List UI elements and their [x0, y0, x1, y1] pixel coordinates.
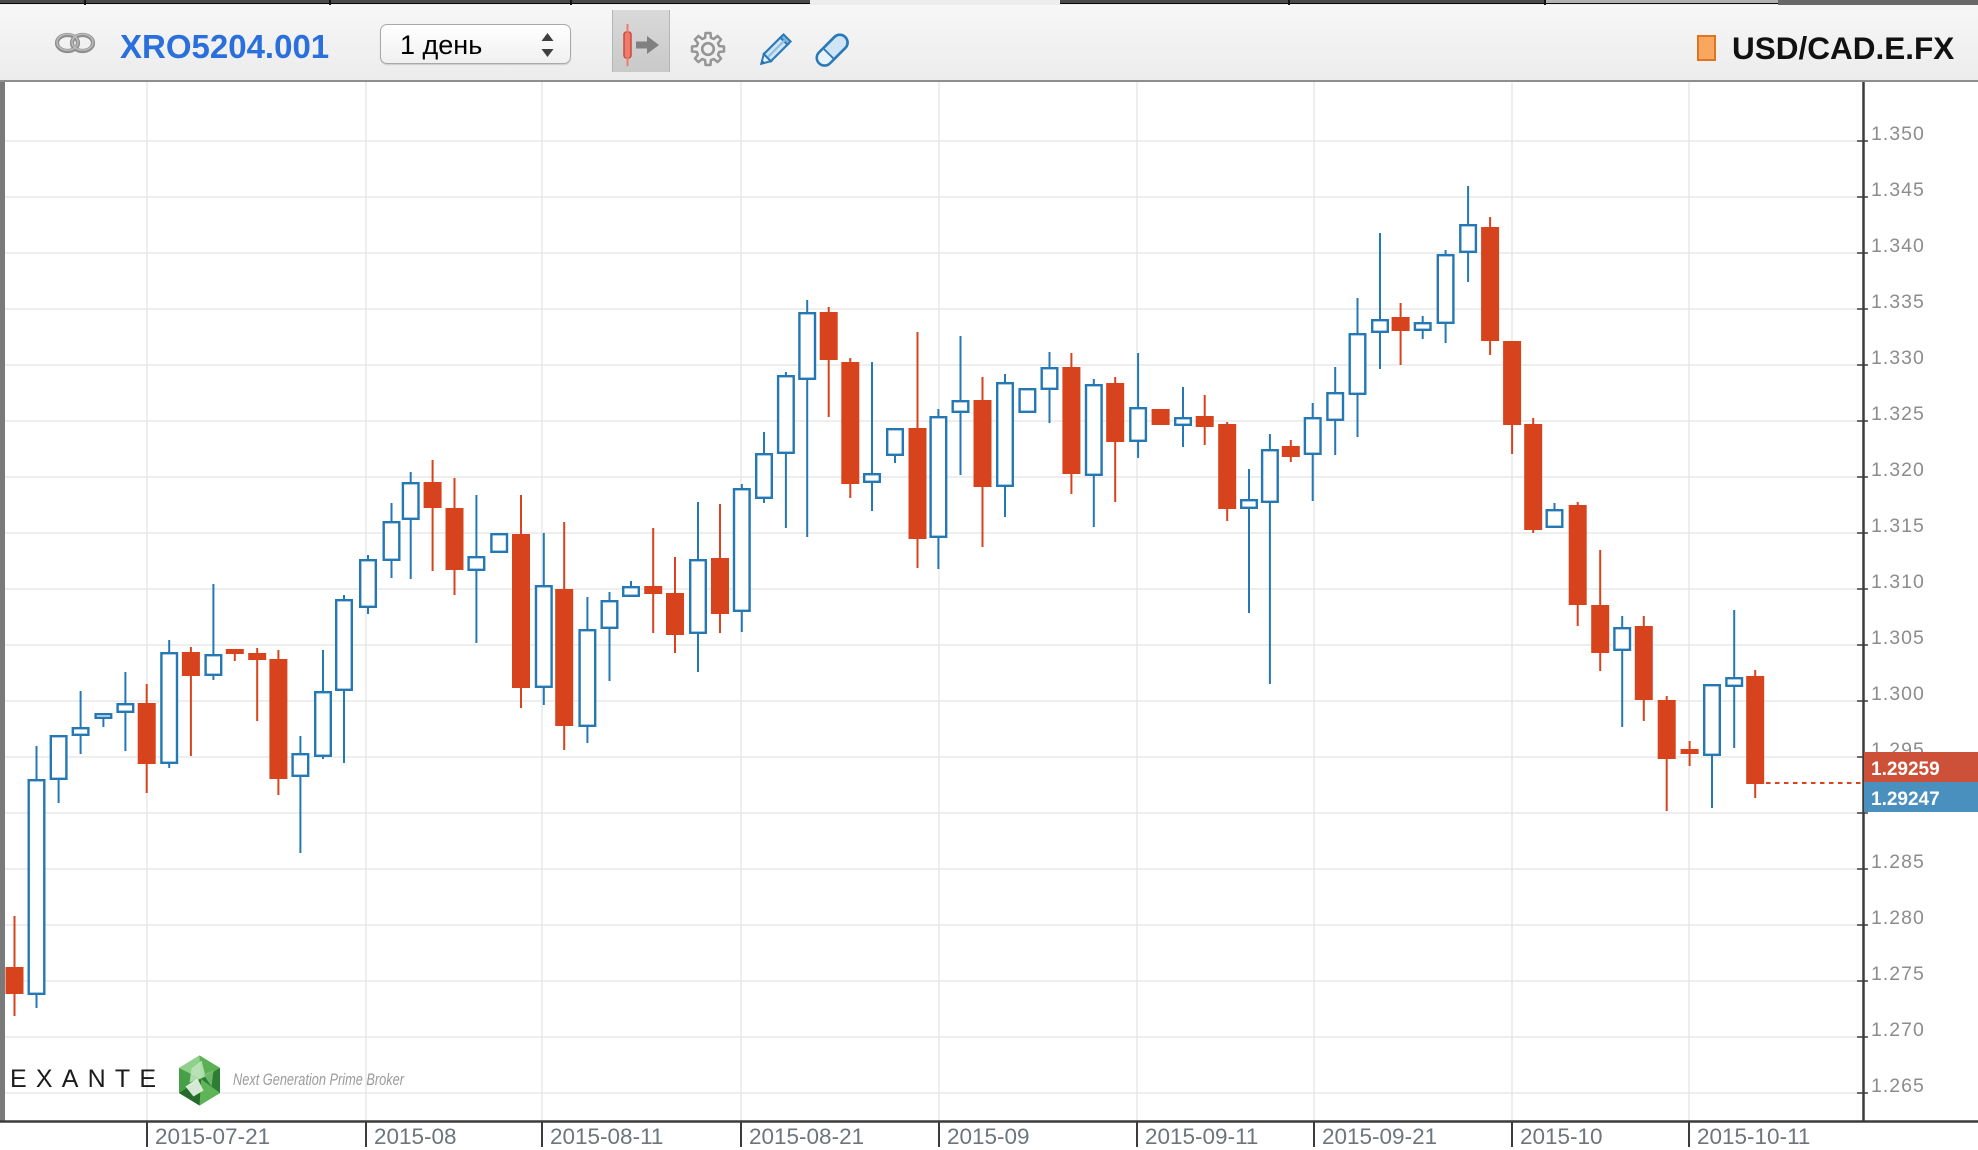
svg-text:2015-09-21: 2015-09-21: [1322, 1124, 1437, 1149]
svg-text:1.315: 1.315: [1871, 515, 1925, 537]
svg-text:2015-08-11: 2015-08-11: [550, 1124, 663, 1149]
svg-text:1.29259: 1.29259: [1871, 759, 1940, 780]
svg-text:1.270: 1.270: [1871, 1019, 1925, 1041]
svg-text:1.335: 1.335: [1871, 291, 1925, 313]
svg-text:1.350: 1.350: [1871, 123, 1925, 145]
svg-text:2015-10: 2015-10: [1520, 1124, 1603, 1149]
svg-text:2015-09: 2015-09: [947, 1124, 1030, 1149]
svg-text:1.265: 1.265: [1871, 1075, 1925, 1097]
svg-text:1.320: 1.320: [1871, 459, 1925, 481]
svg-text:2015-08-21: 2015-08-21: [749, 1124, 864, 1149]
svg-text:1.305: 1.305: [1871, 627, 1925, 649]
svg-text:1.275: 1.275: [1871, 963, 1925, 985]
svg-text:2015-07-21: 2015-07-21: [155, 1124, 270, 1149]
svg-text:EXANTE: EXANTE: [10, 1065, 165, 1093]
svg-text:1.280: 1.280: [1871, 907, 1925, 929]
svg-text:2015-08: 2015-08: [374, 1124, 457, 1149]
svg-text:Next Generation Prime Broker: Next Generation Prime Broker: [233, 1071, 405, 1089]
svg-text:1.330: 1.330: [1871, 347, 1925, 369]
svg-text:1.29247: 1.29247: [1871, 789, 1940, 810]
svg-text:1.325: 1.325: [1871, 403, 1925, 425]
svg-text:2015-10-11: 2015-10-11: [1697, 1124, 1810, 1149]
svg-text:2015-09-11: 2015-09-11: [1145, 1124, 1258, 1149]
svg-text:1.300: 1.300: [1871, 683, 1925, 705]
svg-text:1.340: 1.340: [1871, 235, 1925, 257]
svg-text:1.345: 1.345: [1871, 179, 1925, 201]
svg-text:1.285: 1.285: [1871, 851, 1925, 873]
svg-text:1.310: 1.310: [1871, 571, 1925, 593]
